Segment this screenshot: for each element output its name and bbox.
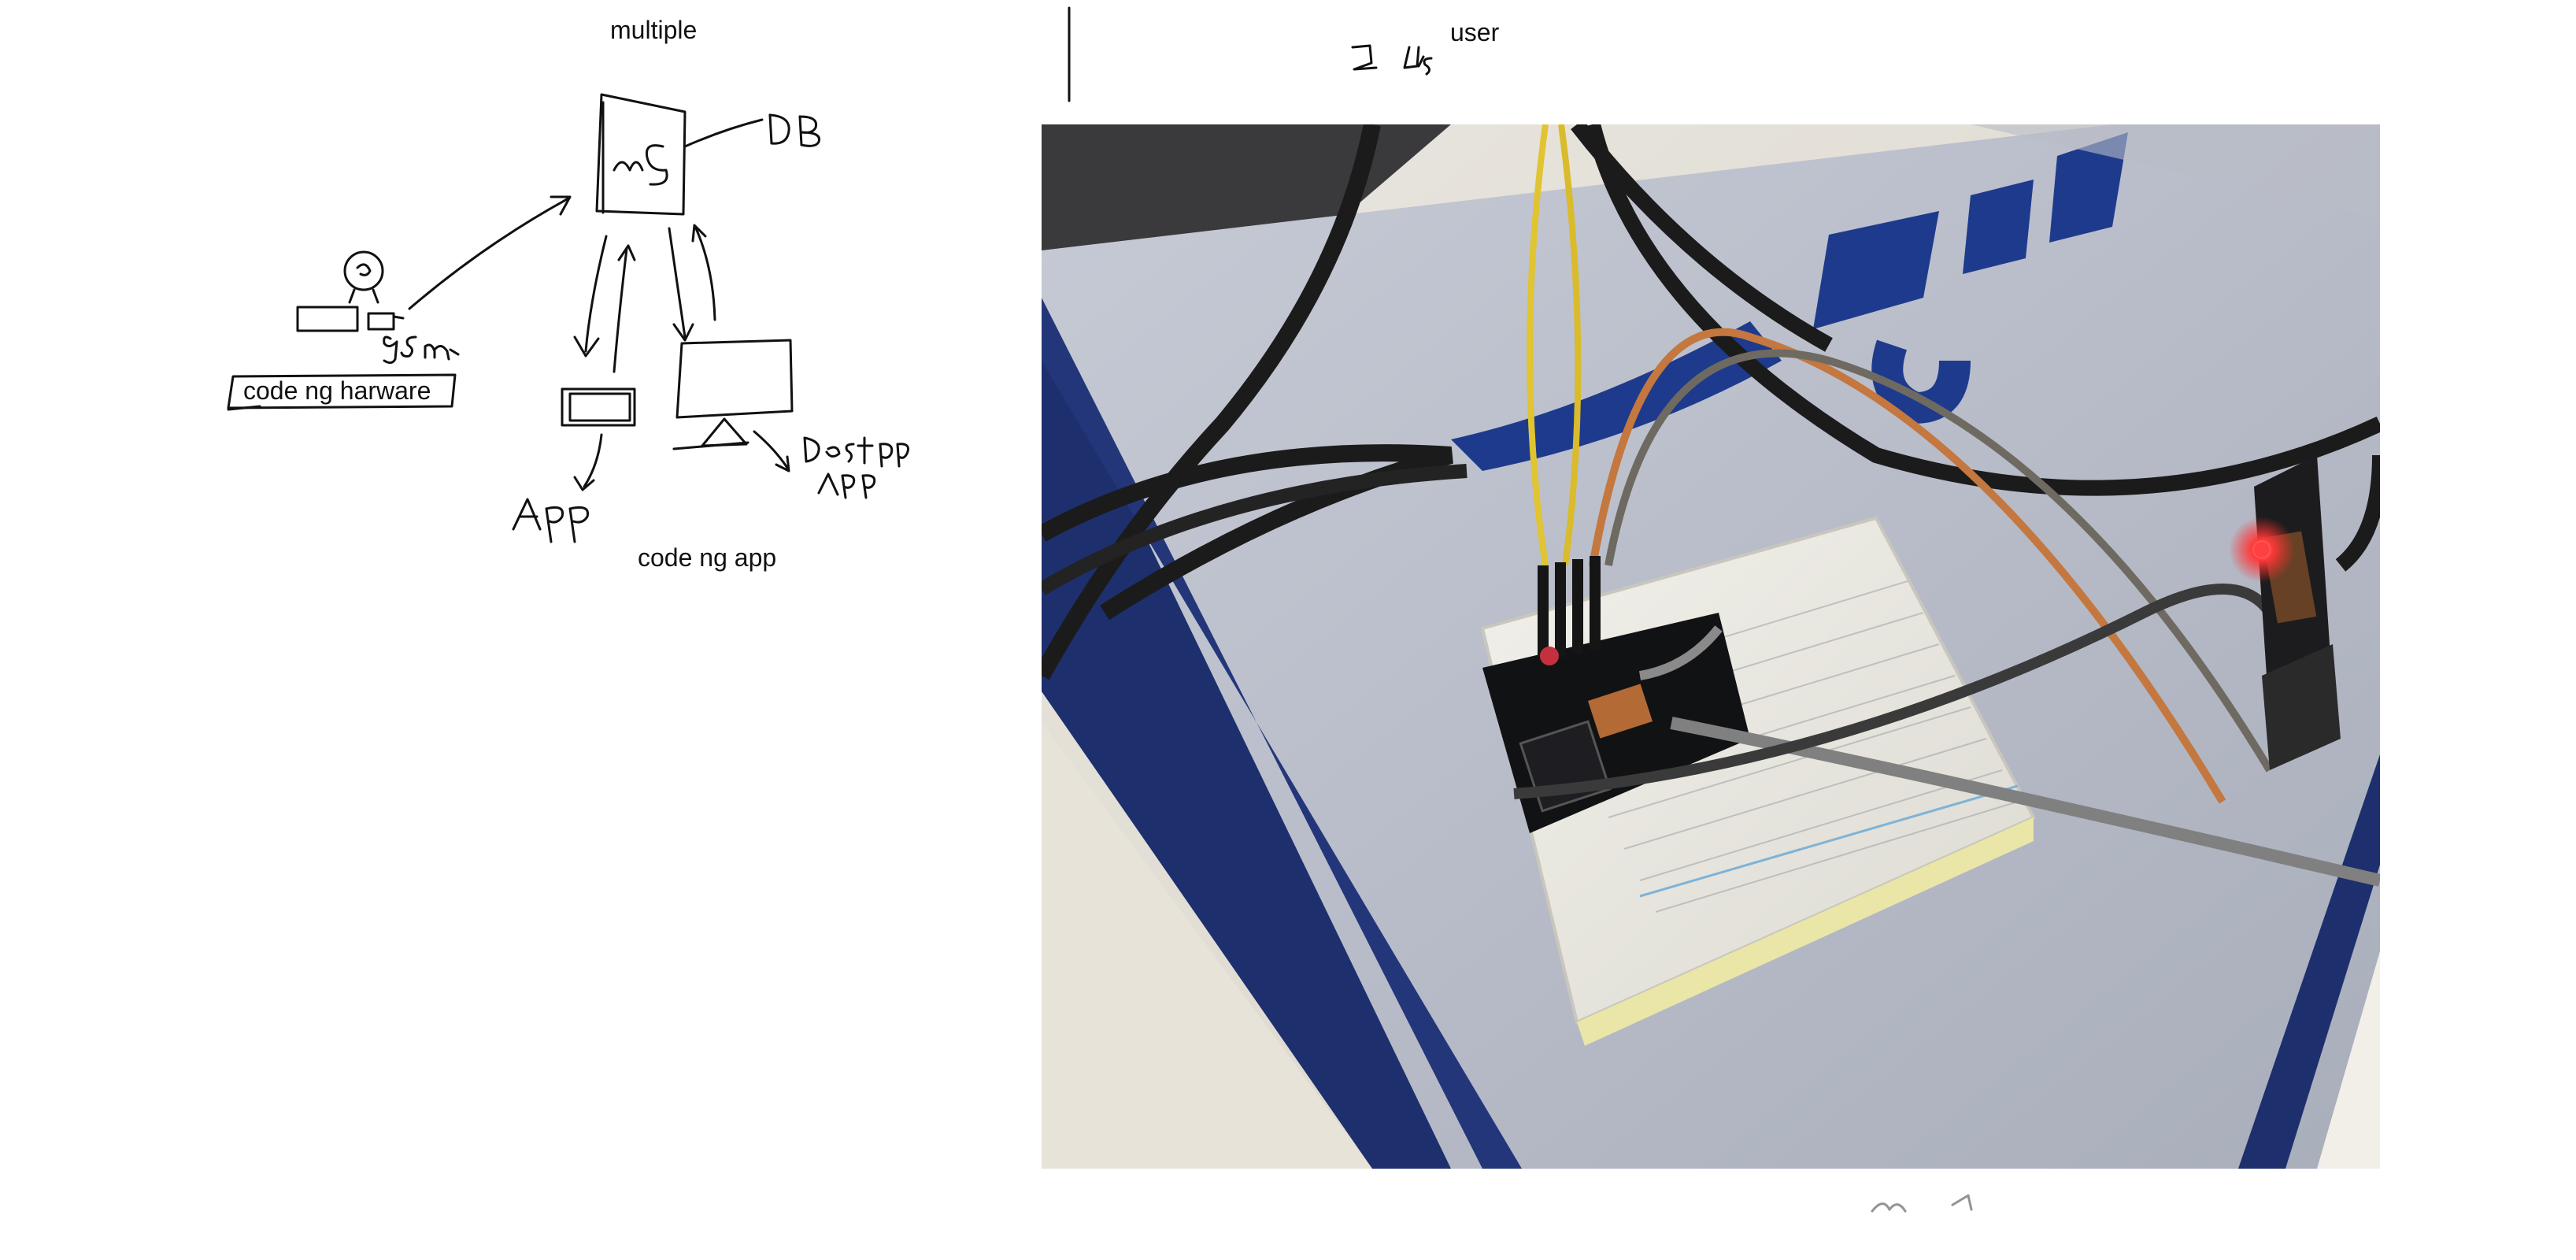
gsm-handwriting: [383, 335, 460, 365]
label-code-hardware: code ng harware: [243, 376, 431, 405]
arrow-device-to-server: [408, 195, 572, 310]
arrow-server-to-desktop: [668, 227, 694, 342]
desktop-monitor-icon: [672, 339, 794, 450]
label-code-app: code ng app: [638, 543, 777, 572]
faint-scribble: [1871, 1194, 1973, 1213]
hardware-photo[interactable]: [1042, 124, 2380, 1169]
desktop-app-handwriting: [803, 436, 909, 499]
label-user: user: [1450, 18, 1500, 46]
db-handwriting: [768, 113, 821, 147]
arrow-to-app: [573, 433, 603, 491]
server-icon: [595, 93, 687, 216]
device-icon: [296, 250, 405, 332]
hardware-label-box: [227, 373, 457, 411]
arrow-to-desktop-app: [753, 430, 790, 472]
arrow-server-to-phone: [573, 235, 608, 358]
hardware-photo-image: [1042, 124, 2380, 1169]
arrow-desktop-to-server: [691, 224, 716, 321]
db-connector-line: [683, 118, 764, 148]
label-multiple: multiple: [610, 16, 698, 44]
phone-icon: [561, 387, 636, 427]
user-handwriting: [1351, 44, 1433, 76]
arrow-phone-to-server: [613, 244, 636, 373]
app-handwriting: [512, 498, 590, 543]
